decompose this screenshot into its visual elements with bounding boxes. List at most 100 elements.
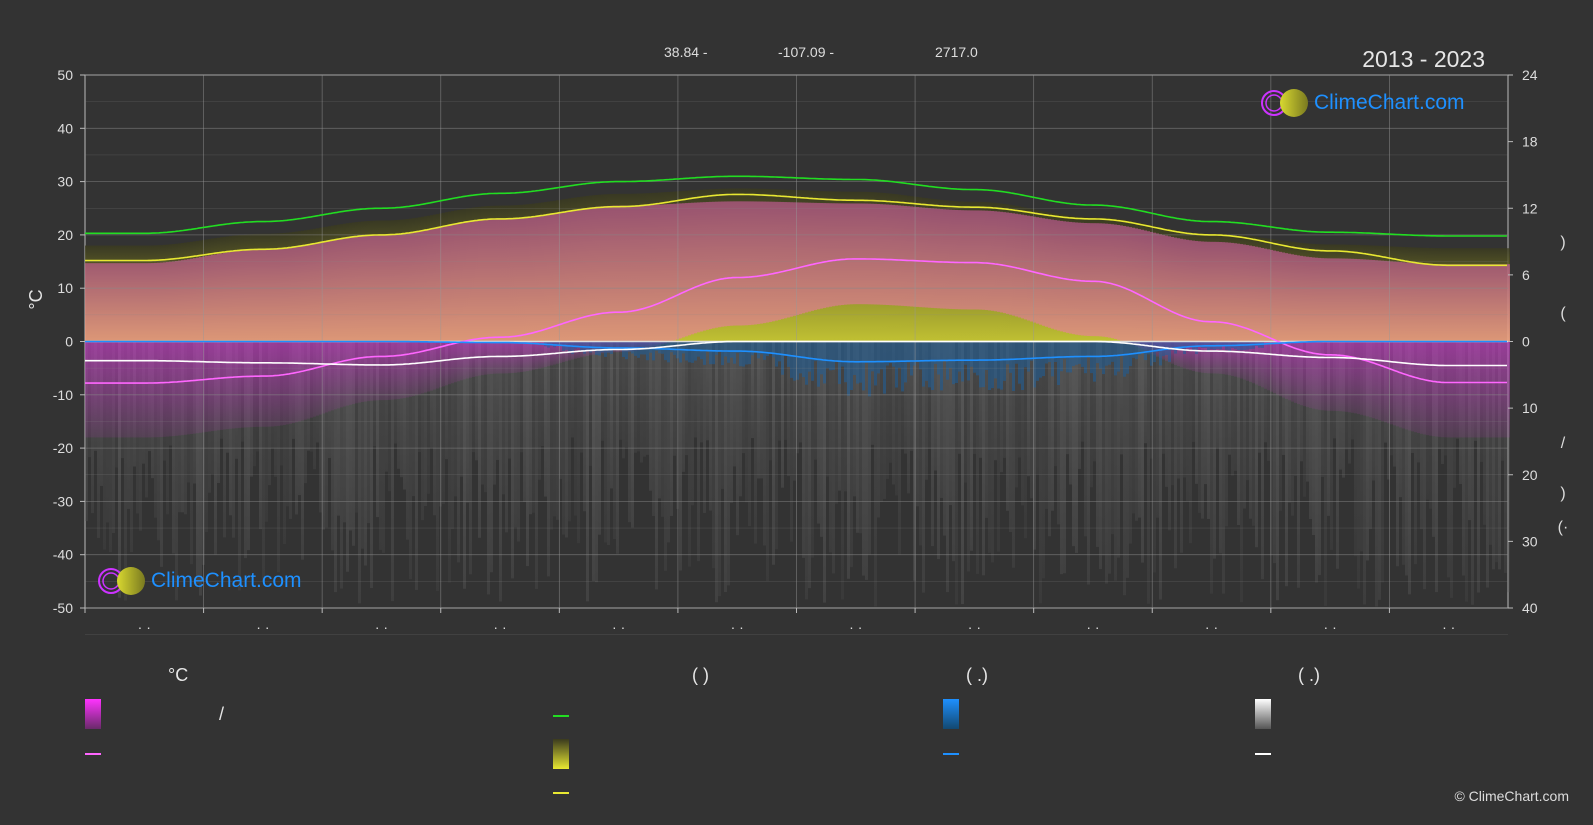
sunshine-bar — [454, 210, 457, 342]
precip-bar — [514, 341, 517, 528]
temp-range-bar — [289, 247, 292, 342]
logo-top[interactable]: ClimeChart.com — [1258, 86, 1465, 120]
temp-range-bar — [415, 231, 418, 342]
temp-range-bar — [805, 202, 808, 313]
precip-bar — [457, 341, 460, 563]
sunshine-bar — [820, 191, 823, 342]
x-tick-label: · · — [1086, 619, 1099, 635]
sunshine-bar — [412, 218, 415, 342]
rain-bar — [853, 341, 856, 375]
sunshine-bar — [1471, 248, 1474, 342]
sunshine-bar — [886, 193, 889, 342]
temp-range-bar — [1486, 264, 1489, 342]
rain-bar — [703, 341, 706, 365]
temp-range-bar — [1090, 223, 1093, 337]
precip-bar — [1144, 341, 1147, 444]
temp-range-bar — [1213, 241, 1216, 342]
temp-range-cold — [286, 341, 289, 425]
rain-bar — [697, 341, 700, 357]
temp-range-bar — [136, 263, 139, 342]
precip-bar — [700, 341, 703, 443]
temp-range-bar — [808, 202, 811, 312]
temp-range-bar — [955, 209, 958, 310]
temp-range-bar — [220, 253, 223, 342]
rain-bar — [1144, 341, 1147, 361]
sunshine-bar — [913, 196, 916, 342]
sunshine-bar — [1276, 239, 1279, 342]
sunshine-bar — [943, 200, 946, 342]
rain-bar — [1015, 341, 1018, 364]
temp-range-cold — [190, 341, 193, 434]
precip-bar — [1087, 341, 1090, 585]
sunshine-bar — [517, 205, 520, 342]
precip-bar — [610, 341, 613, 489]
temp-range-bar — [1240, 244, 1243, 342]
temp-range-bar — [250, 249, 253, 342]
temp-range-bar — [733, 201, 736, 326]
temp-range-bar — [718, 201, 721, 328]
logo-bottom[interactable]: ClimeChart.com — [95, 564, 302, 598]
sunshine-bar — [799, 190, 802, 342]
precip-bar — [655, 341, 658, 590]
precip-bar — [469, 341, 472, 575]
rain-bar — [718, 341, 721, 352]
temp-range-bar — [1339, 258, 1342, 342]
temp-range-bar — [892, 204, 895, 306]
sunshine-bar — [481, 206, 484, 342]
rain-bar — [709, 341, 712, 365]
temp-range-bar — [838, 203, 841, 306]
sunshine-bar — [298, 231, 301, 342]
precip-bar — [1231, 341, 1234, 476]
temp-range-bar — [517, 218, 520, 342]
temp-range-bar — [1309, 257, 1312, 342]
temp-range-bar — [688, 202, 691, 336]
precip-bar — [988, 341, 991, 553]
sunshine-bar — [151, 245, 154, 342]
sunshine-bar — [322, 227, 325, 342]
rain-bar — [1084, 341, 1087, 374]
temp-range-bar — [139, 263, 142, 342]
precip-bar — [862, 341, 865, 576]
rain-bar — [958, 341, 961, 372]
rain-bar — [805, 341, 808, 385]
sunshine-bar — [1474, 248, 1477, 342]
precip-bar — [262, 341, 265, 582]
precip-bar — [544, 341, 547, 497]
rain-bar — [895, 341, 898, 388]
temp-range-bar — [223, 252, 226, 342]
sunshine-bar — [166, 244, 169, 342]
temp-range-bar — [193, 258, 196, 342]
sunshine-line — [85, 193, 1507, 267]
temp-range-bar — [1210, 241, 1213, 342]
sunshine-bar — [346, 223, 349, 342]
sunshine-bar — [361, 221, 364, 342]
precip-bar — [1357, 341, 1360, 589]
temp-range-bar — [1369, 259, 1372, 342]
temp-range-cold — [181, 341, 184, 436]
precip-bar — [1060, 341, 1063, 575]
x-tick-label: · · — [731, 619, 744, 635]
rain-bar — [850, 341, 853, 391]
sunshine-bar — [1039, 210, 1042, 342]
precip-bar — [1141, 341, 1144, 563]
temp-range-cold — [1306, 341, 1309, 408]
rain-bar — [796, 341, 799, 380]
precip-bar — [1177, 341, 1180, 479]
y-tick-label: 40 — [57, 120, 73, 136]
precip-bar — [874, 341, 877, 607]
precip-bar — [562, 341, 565, 535]
sunshine-bar — [604, 194, 607, 342]
sunshine-bar — [1129, 220, 1132, 342]
precip-bar — [724, 341, 727, 592]
temp-range-cold — [1243, 341, 1246, 380]
precip-bar — [523, 341, 526, 502]
temp-range-cold — [445, 341, 448, 386]
precip-bar — [967, 341, 970, 572]
sunshine-bar — [1009, 204, 1012, 342]
sunshine-bar — [1279, 240, 1282, 342]
temp-range-bar — [775, 201, 778, 321]
sunshine-bar — [445, 212, 448, 342]
sunshine-bar — [388, 220, 391, 342]
precip-bar — [1186, 341, 1189, 501]
sunshine-bar — [1000, 203, 1003, 342]
